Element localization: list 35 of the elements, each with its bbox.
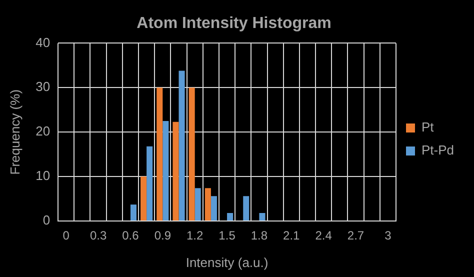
x-tick-label: 1.8 [250,228,268,243]
x-tick-label: 2.1 [283,228,300,243]
bar [162,120,169,220]
legend-label: Pt-Pd [421,142,454,158]
x-tick-label: 1.5 [218,228,236,243]
chart-title: Atom Intensity Histogram [136,15,332,32]
x-tick-label: 0.9 [154,228,172,243]
bar [156,88,163,220]
bar [172,122,179,220]
x-tick-label: 0.6 [122,228,140,243]
bar [146,146,153,220]
y-tick-label: 30 [36,79,50,94]
y-tick-label: 10 [36,168,50,184]
x-axis-title: Intensity (a.u.) [186,254,268,270]
y-tick-label: 0 [42,212,50,228]
bar [188,88,195,220]
bar [178,70,185,220]
bar [227,213,234,220]
bar [130,204,137,220]
x-tick-label: 2.7 [347,228,364,243]
y-tick-label: 40 [36,34,50,50]
legend-label: Pt [421,120,434,135]
x-tick-label: 0.3 [90,228,107,243]
bar [194,188,201,220]
x-tick-label: 3 [384,228,392,243]
x-tick-label: 2.4 [315,228,332,243]
bar [204,188,211,220]
bar [243,196,250,220]
y-tick-label: 20 [36,124,50,139]
x-tick-label: 0 [62,228,70,243]
bar [210,196,217,220]
x-tick-label: 1.2 [186,228,204,243]
y-axis-title: Frequency (%) [7,89,22,175]
bar [259,213,266,220]
bar [140,176,147,220]
